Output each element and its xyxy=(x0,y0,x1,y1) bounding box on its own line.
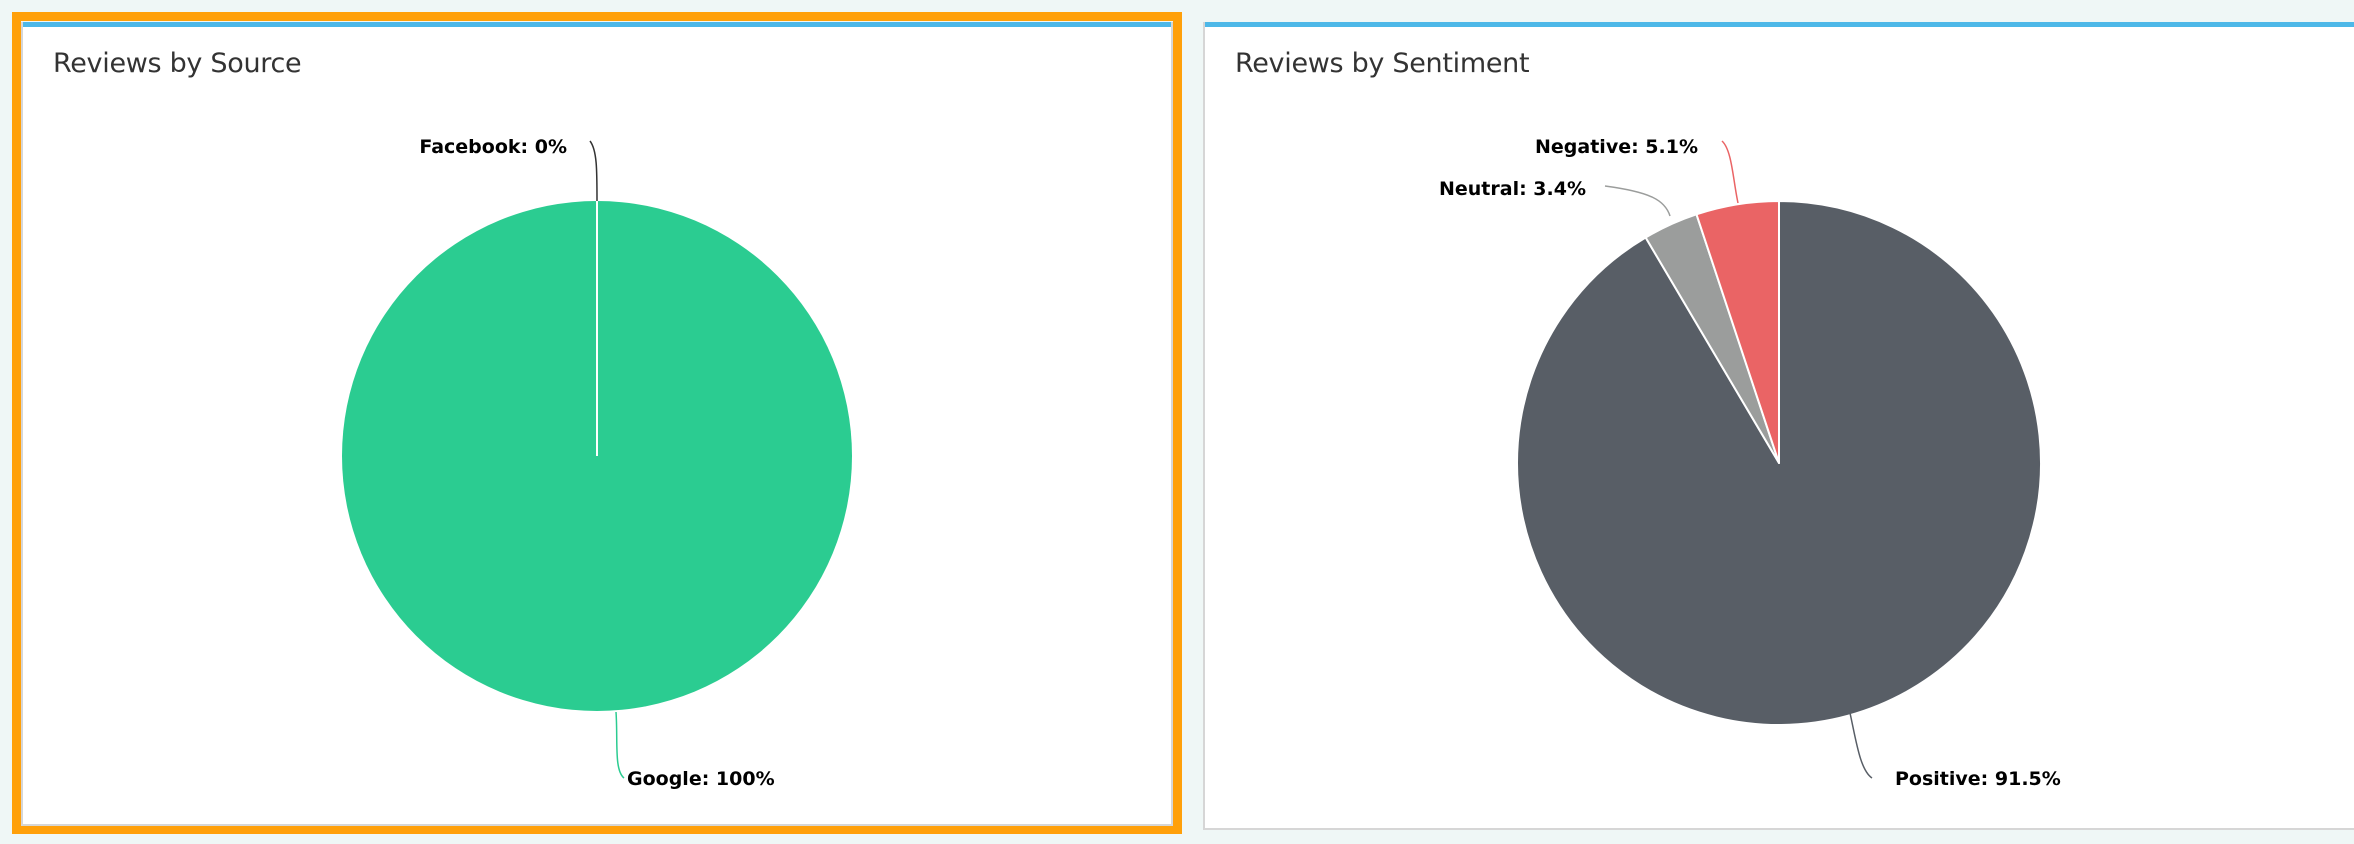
data-label-google: Google: 100% xyxy=(627,768,775,790)
label-connector xyxy=(615,711,625,779)
data-label-facebook: Facebook: 0% xyxy=(419,136,567,158)
data-label-negative: Negative: 5.1% xyxy=(1535,136,1698,158)
panel-title: Reviews by Source xyxy=(53,48,302,79)
label-connector xyxy=(1604,185,1671,217)
selection-highlight-frame xyxy=(12,12,1182,834)
label-connector xyxy=(1849,712,1873,779)
data-label-positive: Positive: 91.5% xyxy=(1895,768,2061,790)
label-connector xyxy=(1721,140,1739,204)
panel-accent-bar xyxy=(23,22,1171,27)
panel-accent-bar xyxy=(1205,22,2354,27)
panel-title: Reviews by Sentiment xyxy=(1235,48,1530,79)
data-label-neutral: Neutral: 3.4% xyxy=(1439,178,1586,200)
label-connector xyxy=(589,140,598,202)
pie-slice-negative[interactable] xyxy=(1695,200,1780,464)
